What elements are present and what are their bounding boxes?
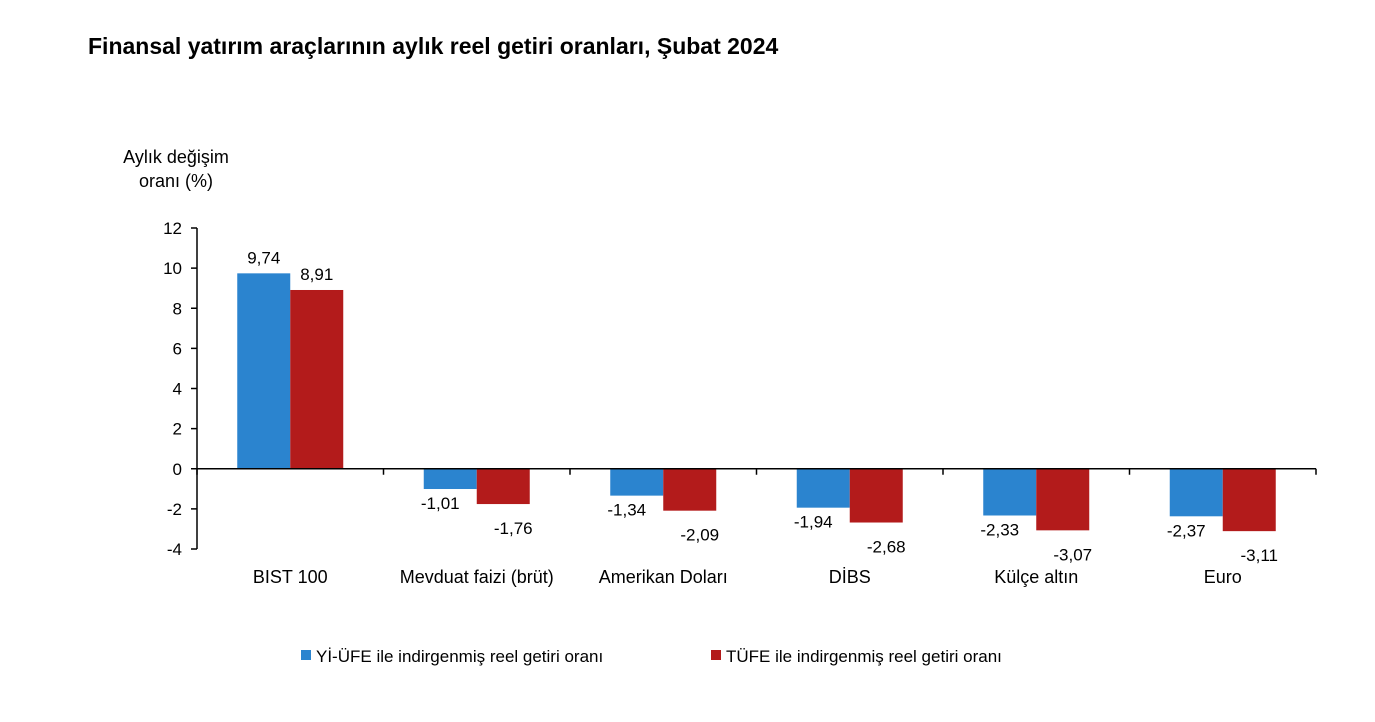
bar-yi-ufe	[423, 468, 477, 490]
category-label: BIST 100	[253, 567, 328, 587]
data-label: -2,33	[980, 520, 1019, 539]
y-tick-label: -2	[167, 500, 182, 519]
bar-tufe	[849, 468, 903, 523]
y-tick-label: 12	[163, 219, 182, 238]
bar-yi-ufe	[610, 468, 664, 496]
data-label: -2,09	[680, 526, 719, 545]
bar-tufe	[663, 468, 717, 511]
data-label: -2,68	[867, 538, 906, 557]
bar-tufe	[290, 289, 344, 469]
bar-yi-ufe	[796, 468, 850, 508]
legend-item-yi-ufe: Yİ-ÜFE ile indirgenmiş reel getiri oranı	[316, 647, 603, 666]
bar-tufe	[1222, 468, 1276, 532]
category-label: DİBS	[829, 567, 871, 587]
y-axis-title: oranı (%)	[139, 171, 213, 191]
data-label: 8,91	[300, 265, 333, 284]
bar-tufe	[476, 468, 530, 505]
data-label: -1,34	[607, 501, 646, 520]
legend-item-tufe: TÜFE ile indirgenmiş reel getiri oranı	[726, 647, 1002, 666]
y-tick-label: 0	[173, 460, 182, 479]
page-title: Finansal yatırım araçlarının aylık reel …	[88, 33, 779, 59]
legend-swatch	[711, 650, 721, 660]
data-label: 9,74	[247, 248, 280, 267]
y-tick-label: 6	[173, 339, 182, 358]
y-tick-label: 4	[173, 380, 182, 399]
y-tick-label: 2	[173, 420, 182, 439]
y-tick-label: 8	[173, 299, 182, 318]
category-label: Euro	[1204, 567, 1242, 587]
y-axis-title: Aylık değişim	[123, 147, 229, 167]
category-label: Mevduat faizi (brüt)	[400, 567, 554, 587]
bar-tufe	[1036, 468, 1090, 531]
bar-yi-ufe	[1169, 468, 1223, 517]
bar-yi-ufe	[983, 468, 1037, 516]
category-label: Amerikan Doları	[599, 567, 728, 587]
data-label: -1,01	[421, 494, 460, 513]
bar-yi-ufe	[237, 273, 291, 469]
data-label: -1,76	[494, 519, 533, 538]
y-tick-label: -4	[167, 540, 182, 559]
category-label: Külçe altın	[994, 567, 1078, 587]
data-label: -3,07	[1053, 545, 1092, 564]
y-tick-label: 10	[163, 259, 182, 278]
legend-swatch	[301, 650, 311, 660]
data-label: -1,94	[794, 513, 833, 532]
data-label: -2,37	[1167, 521, 1206, 540]
data-label: -3,11	[1241, 546, 1279, 565]
